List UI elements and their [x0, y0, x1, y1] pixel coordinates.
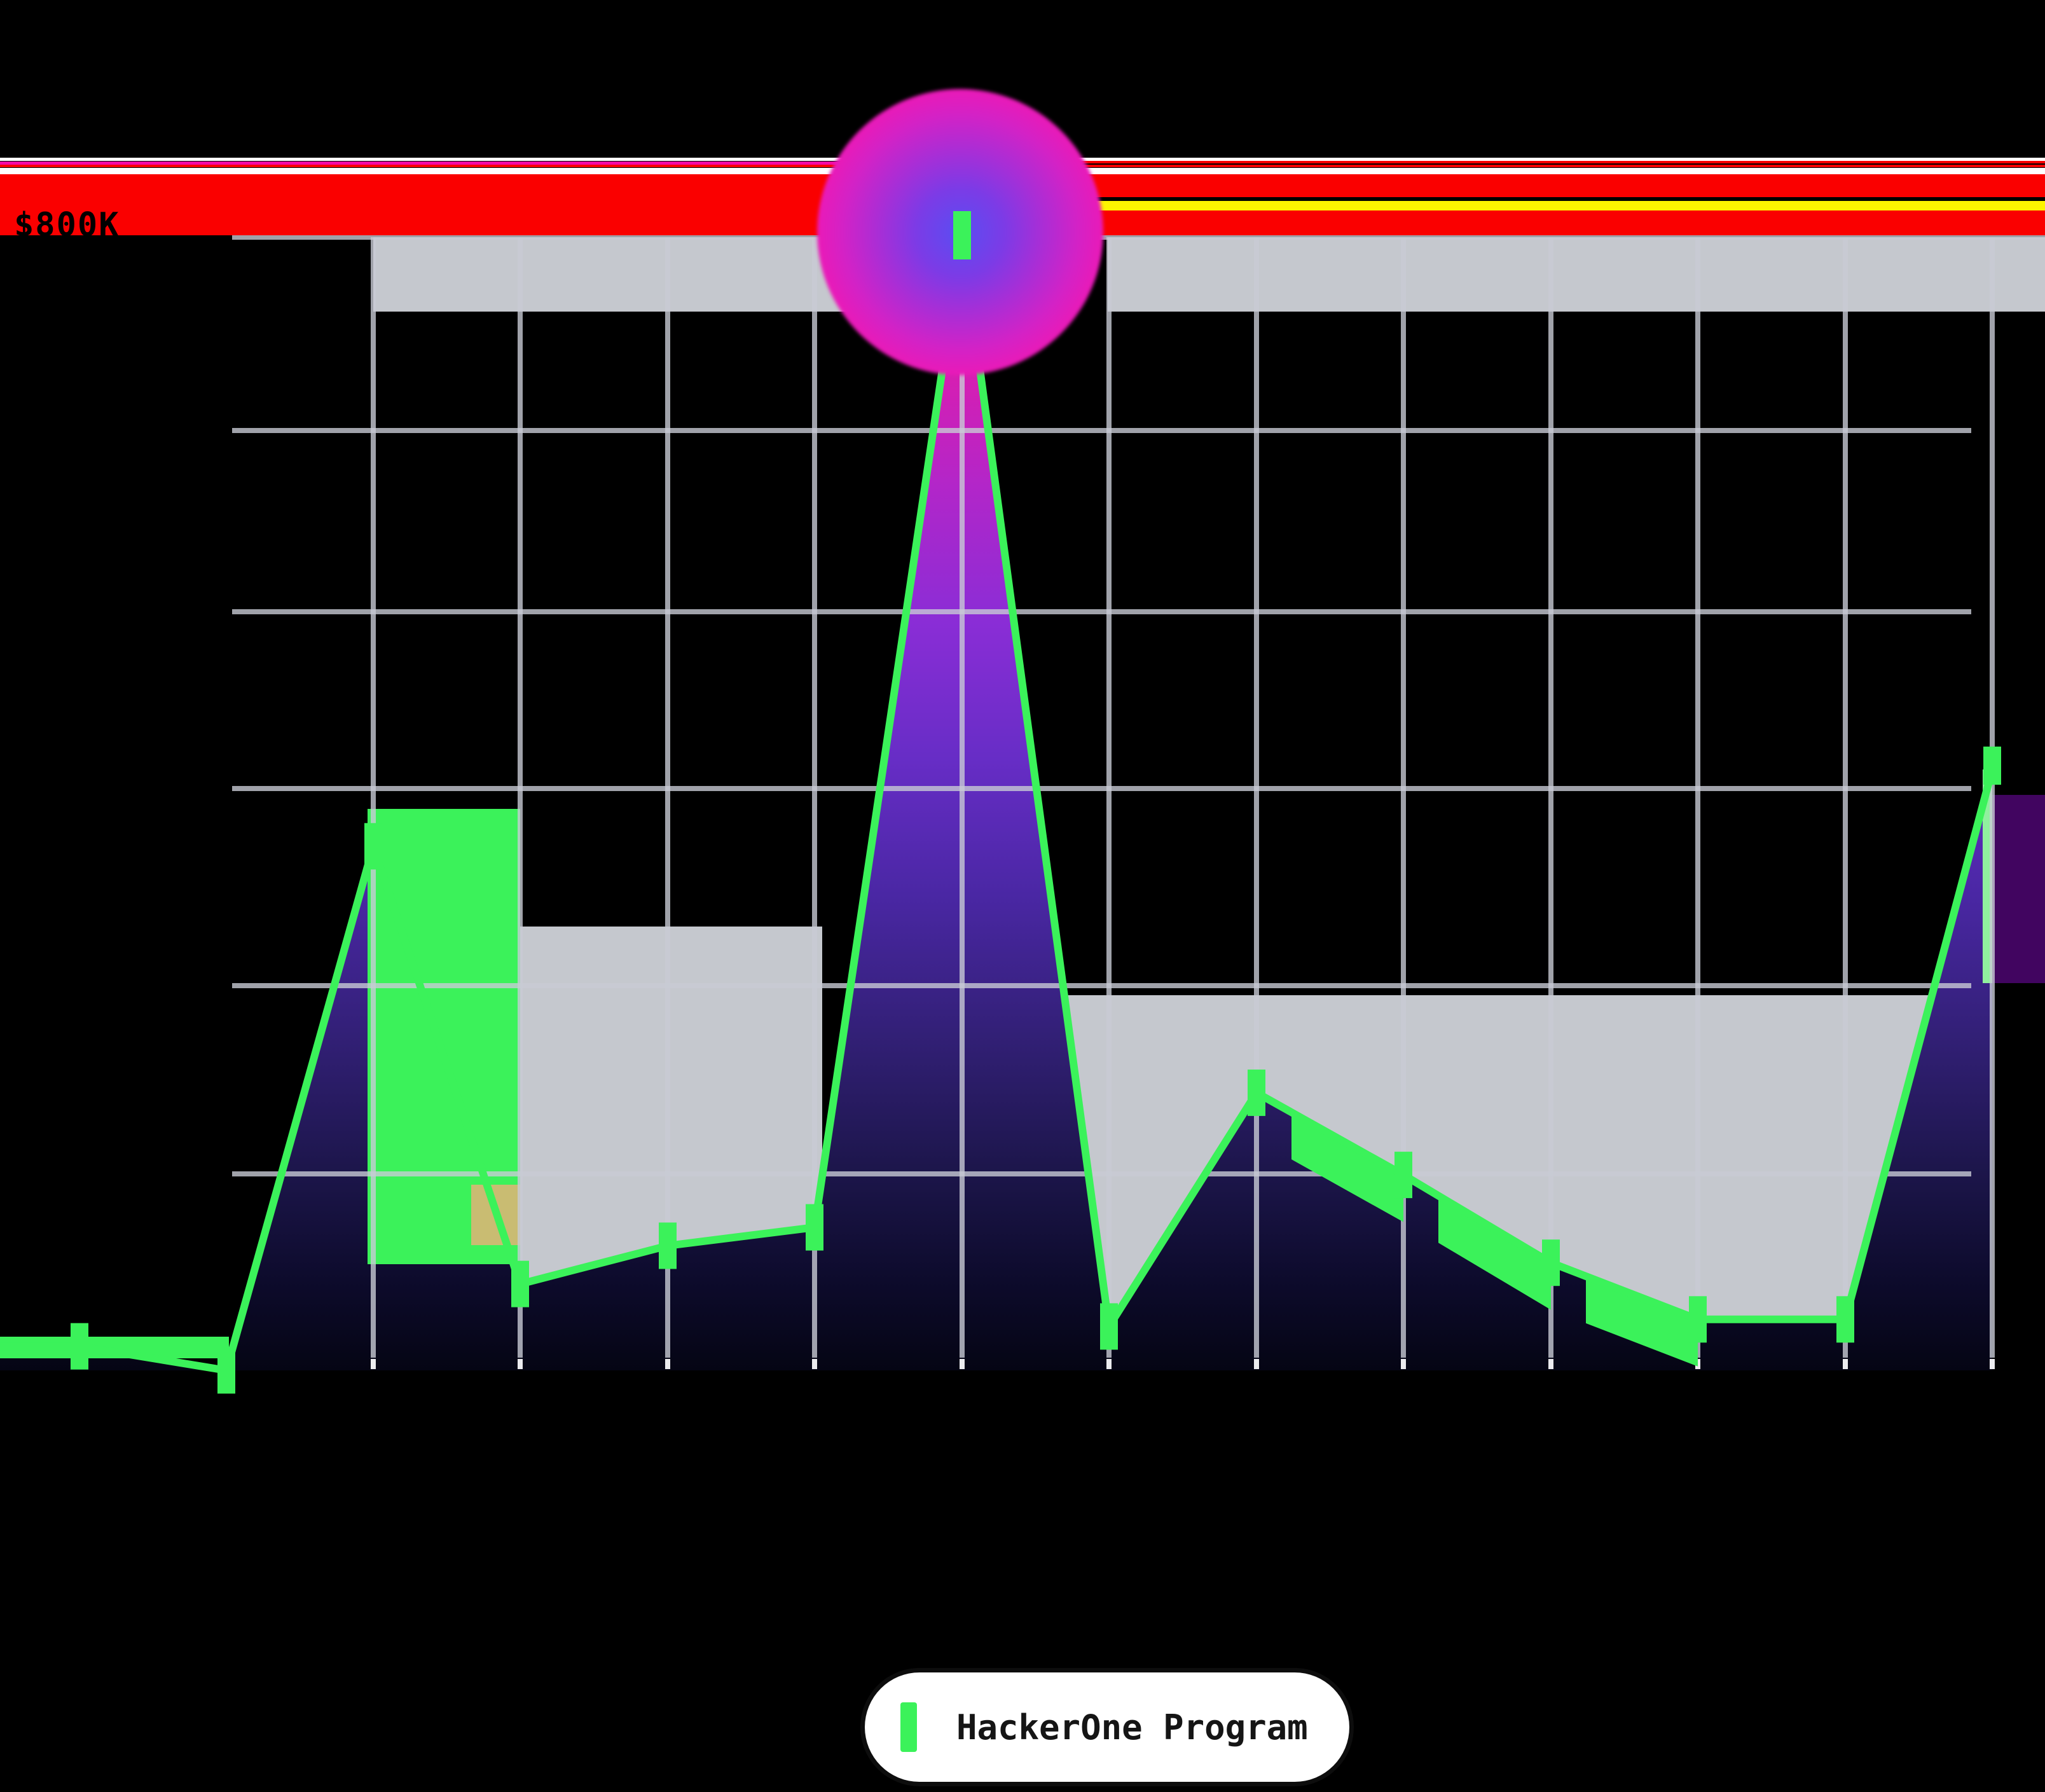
area-fill — [0, 237, 1992, 1370]
banner-black-stripe — [1017, 197, 2045, 201]
data-point-marker[interactable] — [1394, 1152, 1412, 1199]
glitch-underband — [1586, 1276, 1698, 1367]
x-axis-tick — [1106, 1359, 1112, 1369]
v-gridline — [812, 237, 817, 1358]
data-point-marker[interactable] — [1100, 1303, 1118, 1350]
v-gridline — [665, 237, 670, 1358]
data-point-marker[interactable] — [1689, 1296, 1707, 1343]
data-point-marker[interactable] — [1983, 747, 2001, 785]
y-axis-max-label: $800K — [14, 206, 120, 244]
v-gridline — [1401, 237, 1406, 1358]
x-axis-tick — [960, 1359, 965, 1369]
top-stripe-red-right — [992, 161, 2045, 163]
v-gridline — [518, 237, 523, 1358]
v-gridline — [1990, 237, 1995, 1358]
h-gridline — [232, 786, 1971, 791]
x-axis-tick — [1990, 1359, 1995, 1369]
h-gridline — [232, 983, 1971, 988]
glitch-underband — [1438, 1196, 1551, 1310]
v-gridline — [1548, 237, 1553, 1358]
v-gridline — [1106, 237, 1112, 1358]
x-axis-tick — [1254, 1359, 1259, 1369]
v-gridline — [1695, 237, 1700, 1358]
glitch-rect-dark_purple — [1992, 795, 2045, 983]
v-gridline — [1254, 237, 1259, 1358]
data-point-marker[interactable] — [71, 1323, 88, 1370]
gray-glitch-region — [373, 237, 2045, 312]
legend-swatch — [900, 1702, 917, 1752]
v-gridline — [371, 237, 376, 1358]
legend-label: HackerOne Program — [956, 1707, 1308, 1747]
x-axis-tick — [1401, 1359, 1406, 1369]
data-point-marker[interactable] — [217, 1347, 235, 1394]
v-gridline — [960, 237, 965, 1358]
data-point-marker[interactable] — [1542, 1239, 1560, 1286]
data-point-marker[interactable] — [364, 823, 382, 870]
x-axis-tick — [518, 1359, 523, 1369]
data-point-marker[interactable] — [659, 1222, 677, 1269]
h-gridline — [232, 1171, 1971, 1176]
x-axis-tick — [371, 1359, 376, 1369]
data-point-marker[interactable] — [1248, 1069, 1265, 1116]
x-axis-tick — [1843, 1359, 1848, 1369]
v-gridline — [1843, 237, 1848, 1358]
top-stripe-magenta — [0, 162, 992, 165]
data-point-marker[interactable] — [511, 1260, 529, 1307]
x-axis-tick — [1548, 1359, 1553, 1369]
data-point-marker[interactable] — [806, 1204, 823, 1251]
peak-data-point-marker[interactable] — [953, 211, 971, 259]
banner-yellow-line — [1017, 201, 2045, 210]
data-point-marker[interactable] — [1836, 1296, 1854, 1343]
legend[interactable]: HackerOne Program — [865, 1672, 1349, 1782]
h-gridline — [232, 235, 2045, 240]
h-gridline — [232, 609, 1971, 614]
glitch-underband — [1291, 1112, 1403, 1222]
x-axis-tick — [665, 1359, 670, 1369]
x-axis-tick — [812, 1359, 817, 1369]
h-gridline — [232, 428, 1971, 433]
